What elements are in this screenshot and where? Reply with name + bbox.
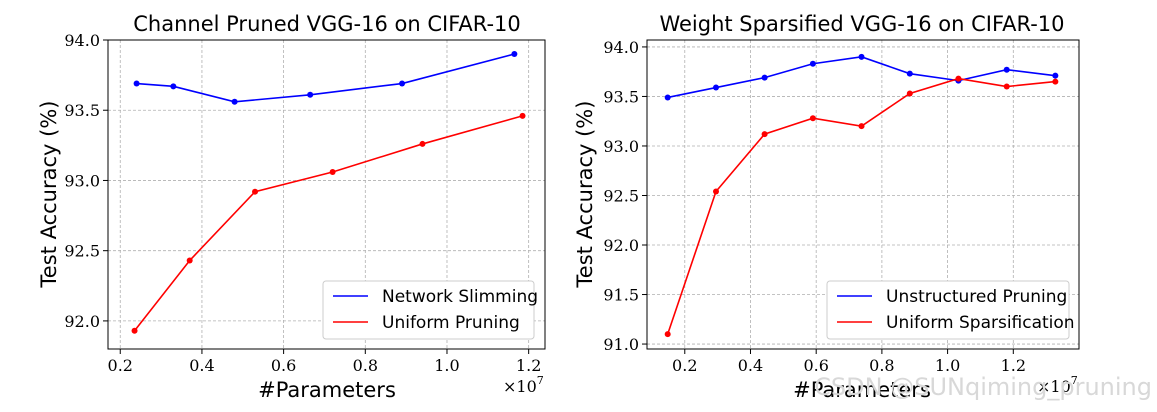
chart-left-y-tick-label: 94.0 — [64, 31, 100, 50]
chart-left-x-tick-label: 1.0 — [434, 356, 459, 375]
chart-left-x-multiplier: ×107 — [503, 374, 544, 396]
chart-right-y-tick-label: 91.5 — [603, 286, 639, 305]
chart-right-x-tick-label: 0.8 — [869, 356, 894, 375]
chart-left-y-tick-label: 93.0 — [64, 171, 100, 190]
chart-right-grid — [647, 40, 1079, 349]
chart-left-x-tick-label: 0.6 — [271, 356, 296, 375]
data-point-uniform-sparsification — [761, 131, 768, 138]
chart-right-title: Weight Sparsified VGG-16 on CIFAR-10 — [659, 12, 1064, 36]
watermark-text: CSDN @SUNqiming_pruning — [814, 373, 1152, 401]
chart-right-legend: Unstructured Pruning Uniform Sparsificat… — [826, 280, 1075, 340]
data-point-unstructured-pruning — [809, 60, 816, 67]
chart-left-y-axis-label: Test Accuracy (%) — [37, 101, 61, 289]
data-point-uniform-pruning — [419, 140, 426, 147]
chart-left-x-tick-label: 0.2 — [108, 356, 133, 375]
chart-right-axes-frame — [646, 39, 1080, 350]
data-point-network-slimming — [399, 80, 406, 87]
chart-right-x-tick-label: 0.2 — [672, 356, 697, 375]
chart-right-y-tick-label: 92.5 — [603, 186, 639, 205]
data-point-unstructured-pruning — [1052, 72, 1059, 79]
data-point-uniform-pruning — [186, 257, 193, 264]
chart-left-ticks: 0.2 0.4 0.6 0.8 1.0 1.2 92.0 92.5 93.0 93.5 94.0 — [64, 31, 541, 375]
data-point-network-slimming — [307, 91, 314, 98]
data-point-uniform-sparsification — [955, 75, 962, 82]
chart-right-x-tick-label: 0.6 — [803, 356, 828, 375]
data-point-uniform-sparsification — [1003, 83, 1010, 90]
chart-right-y-tick-label: 93.0 — [603, 137, 639, 156]
chart-left-title: Channel Pruned VGG-16 on CIFAR-10 — [133, 12, 521, 36]
data-point-uniform-sparsification — [664, 331, 671, 338]
data-point-network-slimming — [231, 98, 238, 105]
data-point-unstructured-pruning — [712, 84, 719, 91]
chart-right-x-tick-label: 1.0 — [935, 356, 960, 375]
data-point-uniform-sparsification — [858, 123, 865, 130]
chart-left-legend: Network Slimming Uniform Pruning — [322, 280, 538, 340]
data-point-network-slimming — [133, 80, 140, 87]
chart-left: Channel Pruned VGG-16 on CIFAR-10 0.2 0.4… — [37, 12, 546, 402]
data-point-uniform-pruning — [131, 327, 138, 334]
data-point-network-slimming — [511, 51, 518, 58]
chart-right-x-multiplier: ×107 — [1037, 374, 1078, 396]
chart-right-y-axis-label: Test Accuracy (%) — [573, 101, 597, 289]
chart-left-x-tick-label: 1.2 — [516, 356, 541, 375]
chart-right-y-tick-label: 94.0 — [603, 38, 639, 57]
chart-right-y-tick-label: 93.5 — [603, 87, 639, 106]
data-point-network-slimming — [170, 83, 177, 90]
legend-label-network-slimming: Network Slimming — [382, 287, 538, 307]
chart-left-plot-area — [131, 51, 526, 334]
chart-left-axes-frame — [107, 39, 546, 350]
chart-right: Weight Sparsified VGG-16 on CIFAR-10 0.2… — [573, 12, 1080, 402]
series-line-network-slimming — [136, 53, 515, 103]
data-point-uniform-sparsification — [906, 90, 913, 97]
data-point-uniform-pruning — [252, 188, 259, 195]
data-point-uniform-sparsification — [809, 115, 816, 122]
series-line-unstructured-pruning — [667, 56, 1056, 99]
data-point-uniform-sparsification — [712, 188, 719, 195]
data-point-uniform-pruning — [329, 169, 336, 176]
chart-right-x-tick-label: 1.2 — [1001, 356, 1026, 375]
legend-label-uniform-sparsification: Uniform Sparsification — [886, 313, 1075, 333]
legend-label-unstructured-pruning: Unstructured Pruning — [886, 287, 1067, 307]
chart-right-x-tick-label: 0.4 — [738, 356, 763, 375]
data-point-uniform-sparsification — [1052, 78, 1059, 85]
data-point-uniform-pruning — [519, 112, 526, 119]
data-point-unstructured-pruning — [858, 53, 865, 60]
chart-right-y-tick-label: 91.0 — [603, 335, 639, 354]
chart-right-legend-box — [826, 280, 1070, 340]
chart-left-y-tick-label: 93.5 — [64, 101, 100, 120]
chart-right-x-axis-label: #Parameters — [793, 378, 931, 402]
chart-right-ticks: 0.2 0.4 0.6 0.8 1.0 1.2 91.0 91.5 92.0 92.5 93.0 93… — [603, 38, 1026, 375]
legend-label-uniform-pruning: Uniform Pruning — [382, 313, 520, 333]
data-point-unstructured-pruning — [761, 74, 768, 81]
data-point-unstructured-pruning — [906, 70, 913, 77]
chart-left-legend-box — [322, 280, 535, 340]
chart-right-plot-area — [664, 53, 1059, 338]
chart-left-y-tick-label: 92.5 — [64, 242, 100, 261]
chart-left-x-tick-label: 0.4 — [189, 356, 214, 375]
chart-right-y-tick-label: 92.0 — [603, 236, 639, 255]
chart-left-x-axis-label: #Parameters — [258, 378, 396, 402]
chart-left-x-tick-label: 0.8 — [353, 356, 378, 375]
data-point-unstructured-pruning — [1003, 66, 1010, 73]
chart-left-y-tick-label: 92.0 — [64, 312, 100, 331]
data-point-unstructured-pruning — [664, 94, 671, 101]
series-line-uniform-pruning — [133, 115, 523, 332]
